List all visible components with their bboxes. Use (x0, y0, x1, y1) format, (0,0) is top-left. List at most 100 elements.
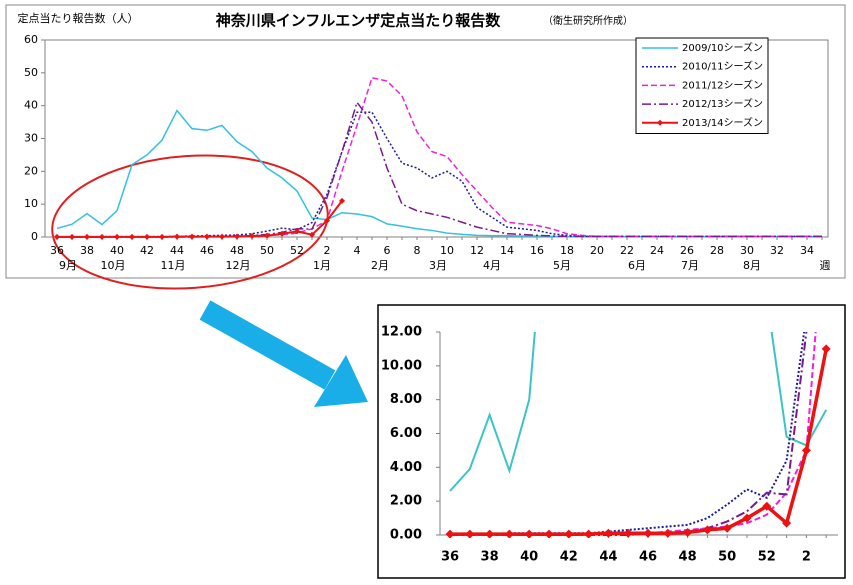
month-label: 11月 (161, 259, 186, 272)
chart-title: 神奈川県インフルエンザ定点当たり報告数 (216, 12, 502, 30)
x-tick-label: 30 (740, 244, 754, 257)
data-point (603, 528, 613, 538)
data-point (544, 529, 554, 538)
y-tick-label: 10 (24, 197, 38, 210)
arrow-shaft (199, 300, 336, 390)
legend-label: 2009/10シーズン (682, 41, 763, 54)
x-tick-label: 26 (680, 244, 694, 257)
x-tick-label: 42 (140, 244, 154, 257)
month-label: 2月 (371, 259, 389, 272)
highlight-ellipse (51, 154, 329, 290)
data-point (234, 233, 240, 240)
data-point (821, 344, 831, 354)
month-label: 4月 (483, 259, 501, 272)
arrow-head (314, 355, 368, 407)
data-point (204, 233, 210, 240)
data-point (742, 513, 752, 523)
month-label: 1月 (313, 259, 331, 272)
month-label: 10月 (101, 259, 126, 272)
y-tick-label: 4.00 (390, 460, 422, 475)
x-tick-label: 50 (260, 244, 274, 257)
x-tick-label: 48 (230, 244, 244, 257)
data-point (445, 529, 455, 538)
series-group (445, 332, 831, 538)
data-point (782, 518, 792, 528)
data-point (84, 233, 90, 240)
data-point (584, 529, 594, 538)
x-tick-label: 22 (620, 244, 634, 257)
y-tick-label: 10.00 (381, 358, 422, 373)
y-tick-label: 30 (24, 132, 38, 145)
data-point (564, 529, 574, 538)
series-line (450, 332, 817, 536)
x-tick-label: 18 (560, 244, 574, 257)
data-point (623, 528, 633, 538)
month-label: 8月 (743, 259, 761, 272)
y-tick-label: 40 (24, 99, 38, 112)
y-tick-label: 0.00 (390, 528, 422, 543)
x-tick-label: 32 (770, 244, 784, 257)
data-point (219, 233, 225, 240)
data-point (264, 232, 270, 239)
x-tick-label: 34 (800, 244, 814, 257)
x-tick-label: 52 (758, 550, 776, 565)
data-point (114, 233, 120, 240)
x-tick-label: 48 (679, 550, 697, 565)
legend-marker (657, 119, 663, 126)
y-tick-label: 20 (24, 164, 38, 177)
x-tick-label: 6 (384, 244, 391, 257)
month-label: 5月 (553, 259, 571, 272)
data-point (309, 231, 315, 238)
data-point (504, 529, 514, 538)
data-point (702, 525, 712, 535)
data-point (762, 501, 772, 511)
x-tick-label: 12 (470, 244, 484, 257)
x-tick-label: 28 (710, 244, 724, 257)
data-point (465, 529, 475, 538)
x-tick-label: 46 (200, 244, 214, 257)
data-point (54, 233, 60, 240)
data-point (159, 233, 165, 240)
data-point (249, 233, 255, 240)
x-tick-label: 4 (354, 244, 361, 257)
x-tick-label: 44 (599, 550, 617, 565)
x-tick-label: 36 (441, 550, 459, 565)
x-tick-label: 10 (440, 244, 454, 257)
y-tick-label: 12.00 (381, 325, 422, 340)
y-axis-label: 定点当たり報告数（人） (18, 11, 139, 25)
x-tick-label: 36 (50, 244, 64, 257)
x-tick-label: 38 (80, 244, 94, 257)
data-point (129, 233, 135, 240)
data-point (643, 528, 653, 538)
x-tick-label: 2 (802, 550, 811, 565)
data-point (801, 445, 811, 455)
data-point (174, 233, 180, 240)
x-tick-label: 20 (590, 244, 604, 257)
y-tick-label: 50 (24, 66, 38, 79)
x-tick-label: 16 (530, 244, 544, 257)
x-tick-label: 50 (718, 550, 736, 565)
x-tick-label: 52 (290, 244, 304, 257)
month-label: 9月 (59, 259, 77, 272)
data-point (294, 228, 300, 235)
legend-label: 2010/11シーズン (682, 60, 763, 73)
y-tick-label: 6.00 (390, 426, 422, 441)
month-label: 7月 (681, 259, 699, 272)
x-tick-label: 14 (500, 244, 514, 257)
data-point (485, 529, 495, 538)
data-point (339, 197, 345, 204)
x-tick-label: 24 (650, 244, 664, 257)
legend-box (635, 37, 769, 134)
x-tick-label: 38 (481, 550, 499, 565)
y-tick-label: 0 (31, 230, 38, 243)
x-unit-label: 週 (820, 259, 831, 272)
month-label: 3月 (429, 259, 447, 272)
data-point (189, 233, 195, 240)
legend-label: 2012/13シーズン (682, 97, 763, 110)
data-point (524, 529, 534, 538)
y-tick-label: 60 (24, 33, 38, 46)
x-tick-label: 44 (170, 244, 184, 257)
data-point (279, 230, 285, 237)
legend-label: 2013/14シーズン (682, 116, 763, 129)
